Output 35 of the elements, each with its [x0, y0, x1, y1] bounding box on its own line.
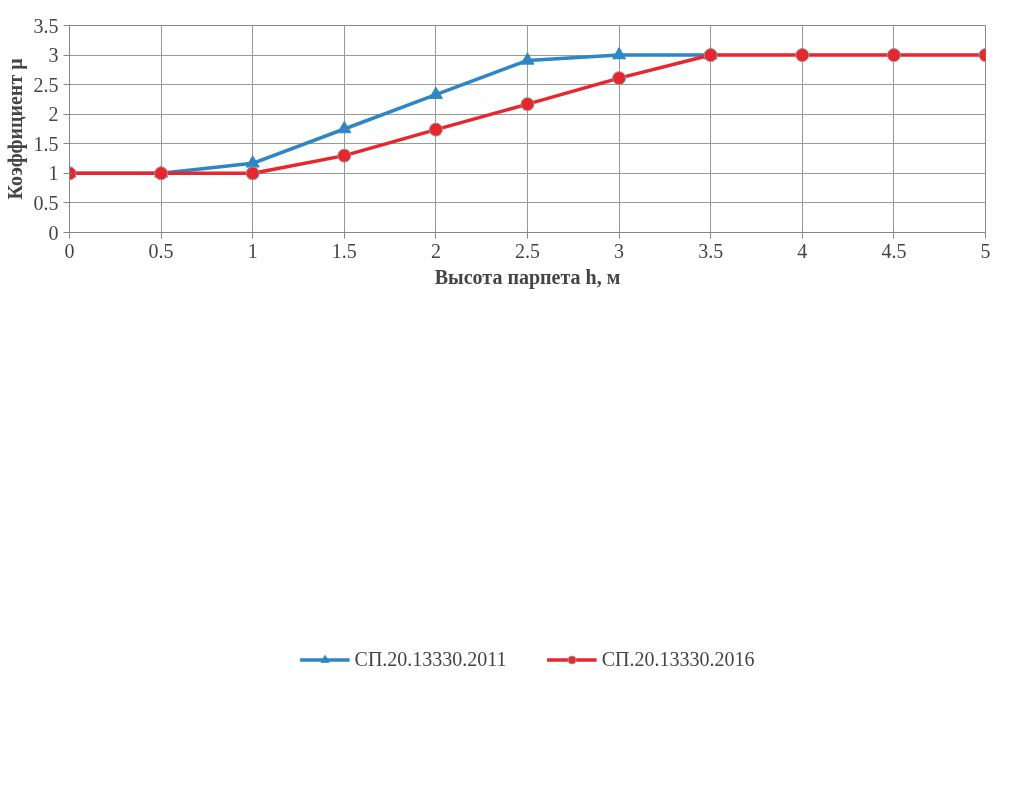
legend-label: СП.20.13330.2016 — [601, 647, 755, 671]
y-axis-title: Коэффициент μ — [3, 57, 27, 200]
y-tick-label: 1.5 — [33, 132, 59, 155]
point — [245, 155, 260, 168]
x-tick-label: 0 — [64, 239, 75, 262]
point — [428, 86, 443, 99]
y-tick-label: 3.5 — [33, 14, 59, 37]
x-axis-title: Высота парпета h, м — [434, 265, 621, 289]
point — [337, 120, 352, 134]
legend-label: СП.20.13330.2011 — [354, 647, 507, 671]
point — [428, 122, 443, 137]
x-tick-label: 2 — [430, 239, 441, 262]
point — [612, 47, 627, 60]
y-tick-label: 1 — [48, 162, 59, 185]
x-tick-label: 5 — [980, 239, 991, 262]
y-tick-label: 0.5 — [33, 191, 59, 214]
y-tick-label: 2 — [48, 103, 59, 126]
x-tick-label: 4 — [797, 239, 808, 262]
point — [245, 166, 260, 181]
x-tick-label: 1.5 — [331, 239, 357, 262]
y-tick-label: 2.5 — [33, 73, 59, 96]
x-tick-label: 3.5 — [698, 239, 724, 262]
point — [612, 71, 627, 86]
y-tick-label: 3 — [48, 44, 59, 67]
point — [795, 48, 810, 63]
x-tick-label: 3 — [614, 239, 625, 262]
x-tick-label: 2.5 — [515, 239, 540, 262]
x-tick-label: 1 — [247, 239, 258, 262]
point — [886, 48, 901, 63]
point — [520, 97, 535, 112]
x-tick-label: 0.5 — [148, 239, 174, 262]
x-tick-label: 4.5 — [881, 239, 907, 262]
y-tick-label: 0 — [48, 221, 59, 244]
point — [337, 148, 352, 163]
point — [520, 52, 535, 65]
